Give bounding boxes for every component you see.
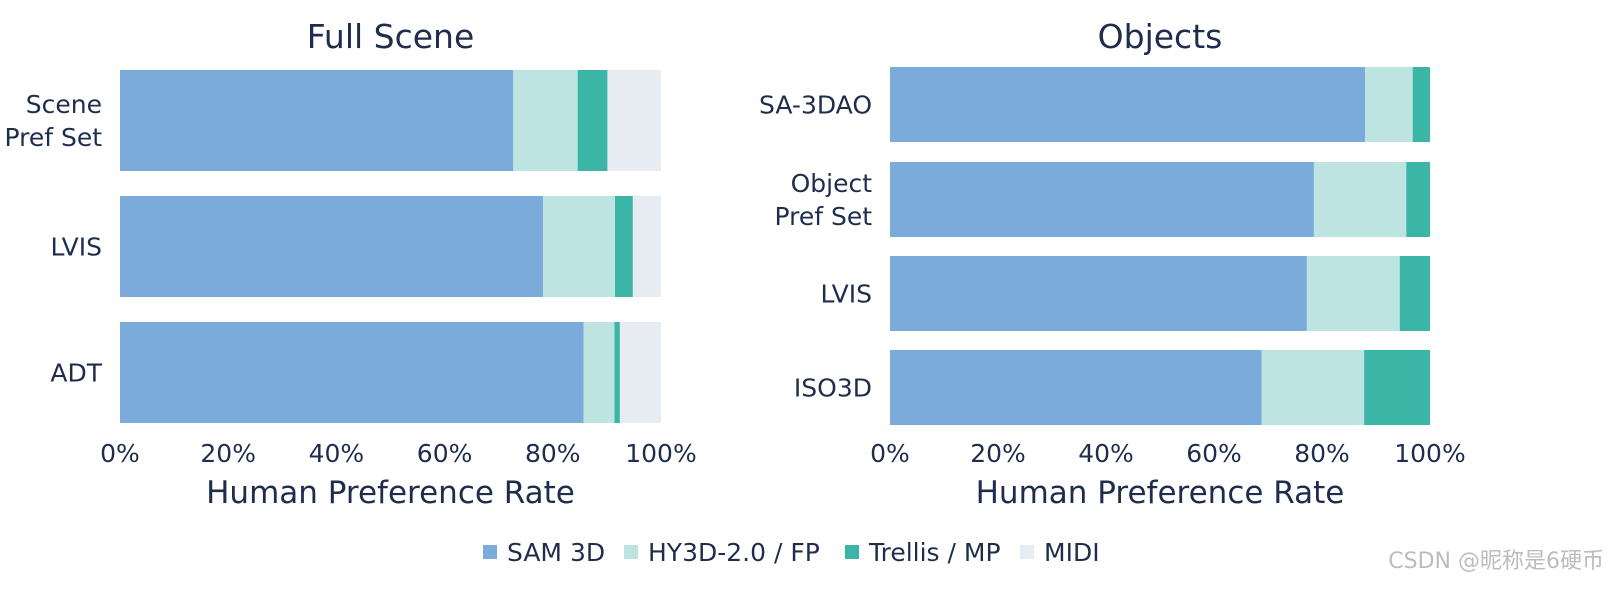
legend-item: Trellis / MP	[845, 538, 1001, 567]
x-tick-label: 80%	[1294, 439, 1350, 468]
bar-segment-sam-3d-2	[890, 162, 1314, 237]
x-tick-label: 60%	[417, 439, 473, 468]
x-axis-label: Human Preference Rate	[206, 475, 575, 511]
x-tick-label: 20%	[200, 439, 256, 468]
bar-segment-hy3d-2-0-fp-3	[1306, 256, 1400, 331]
legend-label: Trellis / MP	[868, 538, 1001, 567]
category-label: Scene Pref Set	[4, 90, 102, 152]
category-label: LVIS	[820, 280, 872, 309]
bar-segment-trellis-mp-2	[1406, 162, 1430, 237]
bar-segment-midi-1	[607, 70, 661, 171]
x-tick-label: 100%	[1394, 439, 1465, 468]
category-label: ISO3D	[794, 374, 872, 403]
bar-segment-midi-2	[632, 196, 661, 297]
x-tick-label: 0%	[100, 439, 140, 468]
legend-label: MIDI	[1044, 538, 1100, 567]
chart-panel-1: Full Scene Scene Pref Set LVIS ADT 0% 20% 40% 60…	[4, 17, 696, 511]
legend: SAM 3D HY3D-2.0 / FP Trellis / MP MIDI	[483, 538, 1100, 567]
legend-item: HY3D-2.0 / FP	[624, 538, 820, 567]
bar-segment-hy3d-2-0-fp-4	[1261, 350, 1365, 425]
x-tick-label: 100%	[625, 439, 696, 468]
x-tick-label: 0%	[870, 439, 910, 468]
legend-swatch	[624, 545, 638, 559]
bar-segment-hy3d-2-0-fp-2	[543, 196, 616, 297]
bar-segment-trellis-mp-3	[1399, 256, 1430, 331]
legend-swatch	[1020, 545, 1034, 559]
category-label: SA-3DAO	[759, 91, 872, 120]
bar-segment-hy3d-2-0-fp-3	[583, 322, 615, 423]
bar-segment-hy3d-2-0-fp-2	[1313, 162, 1407, 237]
chart-panel-2: Objects SA-3DAO Object Pref Set LVIS ISO3D 0% 2…	[759, 17, 1466, 511]
bar-segment-sam-3d-3	[120, 322, 584, 423]
bar-segment-trellis-mp-3	[614, 322, 620, 423]
bar-segment-sam-3d-1	[120, 70, 514, 171]
legend-swatch	[845, 545, 859, 559]
category-label: Object Pref Set	[774, 169, 872, 231]
x-tick-label: 40%	[1078, 439, 1134, 468]
bar-segment-trellis-mp-4	[1364, 350, 1430, 425]
chart-title: Full Scene	[307, 17, 475, 56]
bar-segment-hy3d-2-0-fp-1	[513, 70, 578, 171]
x-tick-label: 80%	[525, 439, 581, 468]
bar-segment-sam-3d-2	[120, 196, 544, 297]
category-label: ADT	[50, 359, 102, 388]
bar-segment-trellis-mp-2	[615, 196, 633, 297]
x-tick-label: 20%	[970, 439, 1026, 468]
x-axis-label: Human Preference Rate	[976, 475, 1345, 511]
legend-item: SAM 3D	[483, 538, 605, 567]
bar-segment-trellis-mp-1	[577, 70, 608, 171]
chart-panels: Full Scene Scene Pref Set LVIS ADT 0% 20% 40% 60…	[4, 17, 1465, 511]
x-tick-label: 40%	[309, 439, 365, 468]
watermark: CSDN @昵称是6硬币	[1388, 549, 1604, 574]
bar-segment-trellis-mp-1	[1412, 67, 1430, 142]
x-tick-label: 60%	[1186, 439, 1242, 468]
bar-segment-sam-3d-1	[890, 67, 1366, 142]
legend-label: SAM 3D	[507, 538, 605, 567]
legend-label: HY3D-2.0 / FP	[648, 538, 820, 567]
bar-segment-midi-3	[619, 322, 661, 423]
chart-title: Objects	[1098, 17, 1223, 56]
bar-segment-sam-3d-3	[890, 256, 1307, 331]
bar-segment-hy3d-2-0-fp-1	[1365, 67, 1413, 142]
bar-segment-sam-3d-4	[890, 350, 1262, 425]
legend-swatch	[483, 545, 497, 559]
category-label: LVIS	[50, 233, 102, 262]
legend-item: MIDI	[1020, 538, 1100, 567]
